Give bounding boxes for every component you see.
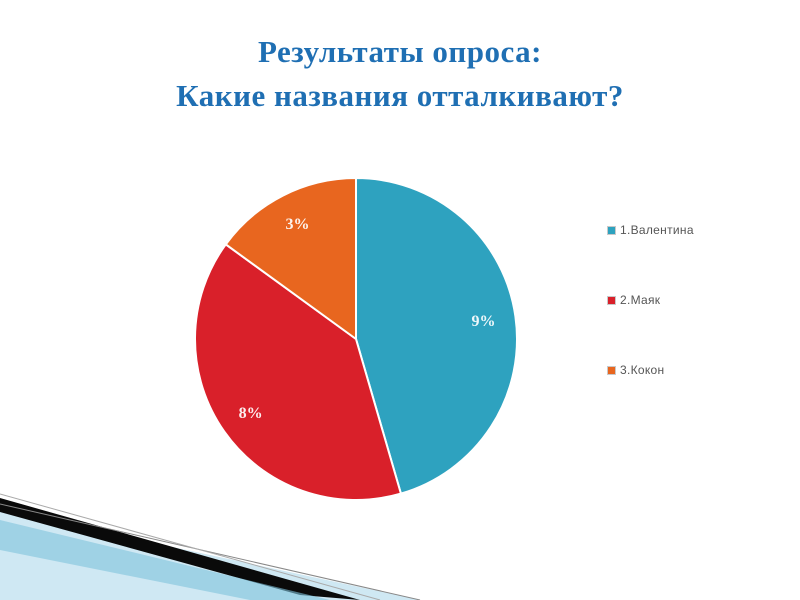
footer-decoration [0,493,421,600]
data-label-3: 3% [286,216,310,233]
legend-label-1: 1.Валентина [620,223,694,237]
title-line-1: Результаты опроса: [258,34,542,69]
legend-swatch-1 [607,225,616,235]
footer-band-blue [0,520,330,600]
pie-slice-2 [194,242,403,501]
legend-item-3: 3.Кокон [607,360,787,380]
title-line-2: Какие названия отталкивают? [176,78,624,113]
footer-line-1 [0,503,421,600]
legend-item-2: 2.Маяк [607,290,787,310]
pie-slice-1 [355,176,518,495]
legend-swatch-2 [607,295,616,305]
legend-label-2: 2.Маяк [620,293,661,307]
legend-item-1: 1.Валентина [607,220,787,240]
legend-label-3: 3.Кокон [620,363,665,377]
pie-slice-3 [224,176,357,341]
footer-line-2 [0,493,381,600]
legend-swatch-3 [607,365,616,375]
data-label-1: 9% [472,313,496,330]
data-label-2: 8% [239,405,263,422]
footer-band-dark [0,498,360,600]
chart-legend: 1.Валентина 2.Маяк 3.Кокон [607,220,787,430]
slide-title: Результаты опроса: Какие названия отталк… [0,30,800,118]
